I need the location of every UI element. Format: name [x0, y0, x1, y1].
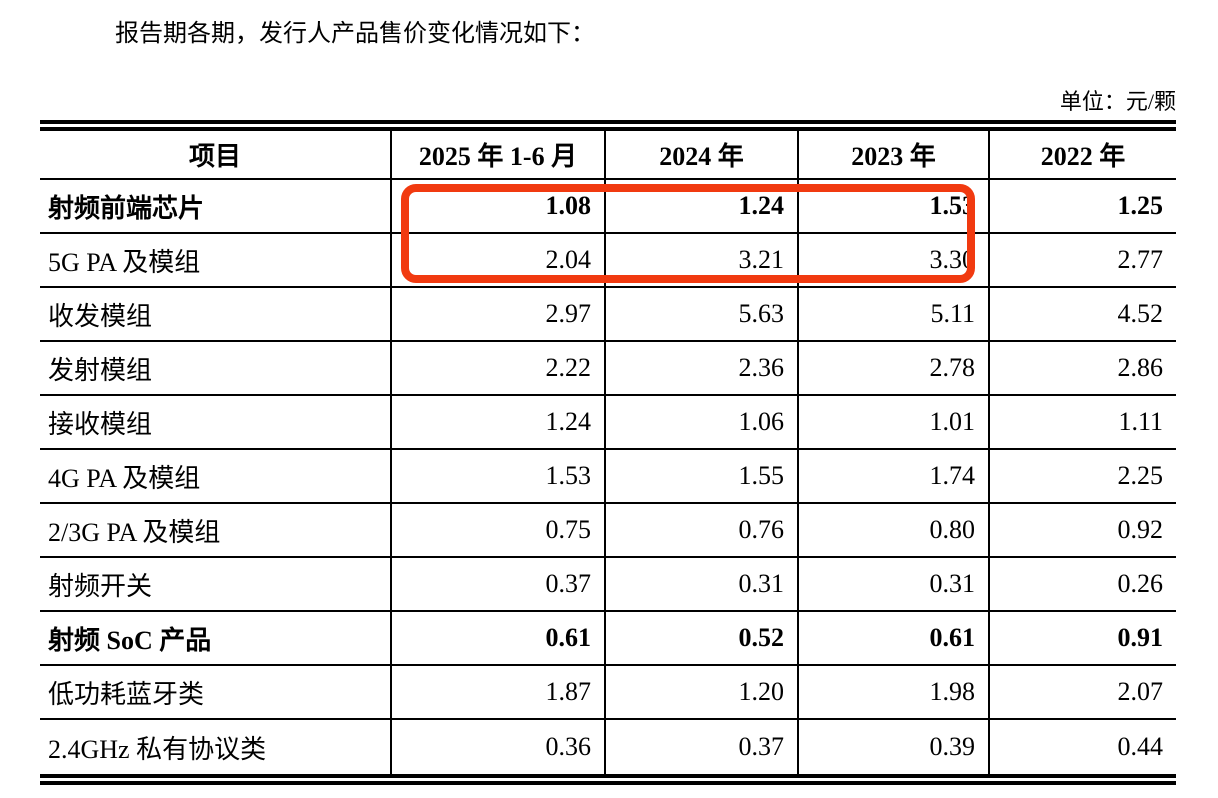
price-cell: 0.61	[797, 612, 988, 666]
column-header-period: 2025 年 1-6 月	[390, 131, 604, 180]
row-label: 射频开关	[40, 558, 390, 612]
price-cell: 0.91	[988, 612, 1176, 666]
price-cell: 1.53	[797, 180, 988, 234]
price-cell: 0.26	[988, 558, 1176, 612]
table-row: 2/3G PA 及模组 0.75 0.76 0.80 0.92	[40, 504, 1176, 558]
price-cell: 1.87	[390, 666, 604, 720]
table-row: 2.4GHz 私有协议类 0.36 0.37 0.39 0.44	[40, 720, 1176, 774]
table-row: 4G PA 及模组 1.53 1.55 1.74 2.25	[40, 450, 1176, 504]
row-label: 射频 SoC 产品	[40, 612, 390, 666]
row-label: 接收模组	[40, 396, 390, 450]
price-table: 项目 2025 年 1-6 月 2024 年 2023 年 2022 年 射频前端芯片 1…	[40, 131, 1176, 774]
price-cell: 0.37	[604, 720, 797, 774]
price-cell: 1.06	[604, 396, 797, 450]
price-cell: 1.25	[988, 180, 1176, 234]
price-table-section: 项目 2025 年 1-6 月 2024 年 2023 年 2022 年 射频前端芯片 1…	[40, 120, 1176, 785]
table-row: 发射模组 2.22 2.36 2.78 2.86	[40, 342, 1176, 396]
row-label: 射频前端芯片	[40, 180, 390, 234]
price-cell: 0.44	[988, 720, 1176, 774]
price-cell: 2.36	[604, 342, 797, 396]
price-cell: 2.86	[988, 342, 1176, 396]
price-cell: 0.31	[604, 558, 797, 612]
price-cell: 1.74	[797, 450, 988, 504]
price-cell: 0.37	[390, 558, 604, 612]
price-cell: 2.78	[797, 342, 988, 396]
column-header-period: 2023 年	[797, 131, 988, 180]
price-cell: 2.97	[390, 288, 604, 342]
table-top-rule	[40, 120, 1176, 131]
price-cell: 1.24	[604, 180, 797, 234]
table-row: 射频开关 0.37 0.31 0.31 0.26	[40, 558, 1176, 612]
row-label: 4G PA 及模组	[40, 450, 390, 504]
row-label: 2.4GHz 私有协议类	[48, 734, 267, 764]
price-cell: 5.63	[604, 288, 797, 342]
price-cell: 0.92	[988, 504, 1176, 558]
price-cell: 1.08	[390, 180, 604, 234]
price-cell: 1.24	[390, 396, 604, 450]
column-header-item: 项目	[40, 131, 390, 180]
table-header-row: 项目 2025 年 1-6 月 2024 年 2023 年 2022 年	[40, 131, 1176, 180]
table-row: 接收模组 1.24 1.06 1.01 1.11	[40, 396, 1176, 450]
row-label: 发射模组	[40, 342, 390, 396]
price-cell: 1.55	[604, 450, 797, 504]
price-cell: 2.25	[988, 450, 1176, 504]
price-cell: 0.52	[604, 612, 797, 666]
column-header-period: 2022 年	[988, 131, 1176, 180]
price-cell: 1.98	[797, 666, 988, 720]
row-label: 2/3G PA 及模组	[40, 504, 390, 558]
row-label: 低功耗蓝牙类	[40, 666, 390, 720]
price-cell: 0.76	[604, 504, 797, 558]
table-row: 5G PA 及模组 2.04 3.21 3.30 2.77	[40, 234, 1176, 288]
table-row: 低功耗蓝牙类 1.87 1.20 1.98 2.07	[40, 666, 1176, 720]
price-cell: 0.61	[390, 612, 604, 666]
price-cell: 2.04	[390, 234, 604, 288]
price-cell: 2.22	[390, 342, 604, 396]
table-row: 射频前端芯片 1.08 1.24 1.53 1.25	[40, 180, 1176, 234]
price-cell: 0.80	[797, 504, 988, 558]
intro-text: 报告期各期，发行人产品售价变化情况如下：	[115, 21, 595, 47]
row-label: 收发模组	[40, 288, 390, 342]
price-cell: 2.07	[988, 666, 1176, 720]
price-cell: 1.01	[797, 396, 988, 450]
price-cell: 0.36	[390, 720, 604, 774]
unit-label: 单位：元/颗	[1059, 89, 1176, 114]
table-row: 射频 SoC 产品 0.61 0.52 0.61 0.91	[40, 612, 1176, 666]
price-cell: 5.11	[797, 288, 988, 342]
price-cell: 0.31	[797, 558, 988, 612]
row-label: 5G PA 及模组	[40, 234, 390, 288]
price-cell: 4.52	[988, 288, 1176, 342]
price-cell: 1.20	[604, 666, 797, 720]
column-header-period: 2024 年	[604, 131, 797, 180]
price-cell: 0.75	[390, 504, 604, 558]
price-cell: 1.11	[988, 396, 1176, 450]
price-cell: 3.30	[797, 234, 988, 288]
price-cell: 3.21	[604, 234, 797, 288]
price-cell: 1.53	[390, 450, 604, 504]
price-cell: 0.39	[797, 720, 988, 774]
table-bottom-rule	[40, 774, 1176, 785]
price-cell: 2.77	[988, 234, 1176, 288]
table-row: 收发模组 2.97 5.63 5.11 4.52	[40, 288, 1176, 342]
